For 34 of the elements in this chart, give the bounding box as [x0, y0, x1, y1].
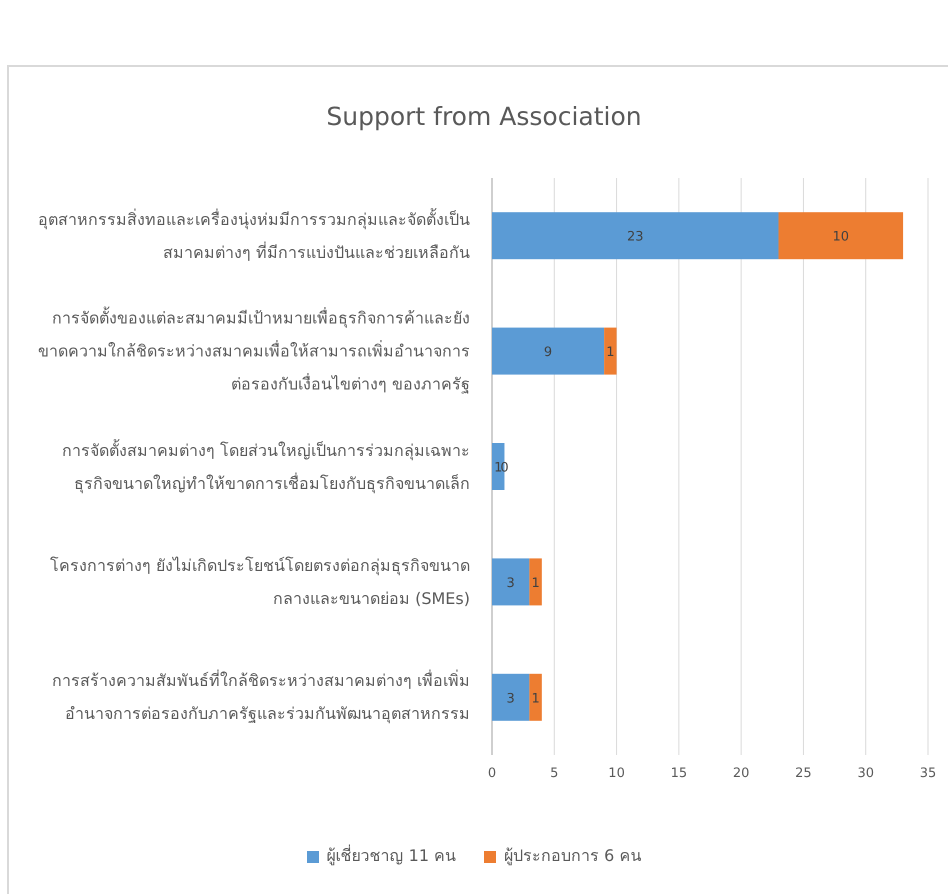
y-tick-label: การจัดตั้งของแต่ละสมาคมมีเป้าหมายเพื่อธุรกิจการค้าและยังขาดความใกล้ชิดระหว่างสมาคมเพื่อให้สามารถเพิ่มอำนาจการต่อรองกับเงื่อนไขต่างๆ ของภาครัฐ: [37, 306, 470, 396]
data-label: 9: [544, 345, 552, 360]
bar: [529, 674, 542, 721]
bar: [778, 212, 904, 260]
bar: [492, 328, 604, 375]
y-tick-label: การสร้างความสัมพันธ์ที่ใกล้ชิดระหว่างสมาคมต่างๆ เพื่อเพิ่มอำนาจการต่อรองกับภาครัฐและร่วมกันพัฒนาอุตสาหกรรม: [50, 668, 470, 726]
legend-label: ผู้เชี่ยวชาญ 11 คน: [326, 846, 456, 865]
data-label: 23: [626, 230, 644, 245]
x-tick-label: 15: [670, 766, 688, 781]
y-tick-label: การจัดตั้งสมาคมต่างๆ โดยส่วนใหญ่เป็นการร่วมกลุ่มเฉพาะธุรกิจขนาดใหญ่ทำให้ขาดการเชื่อมโยงกับธุรกิจขนาดเล็ก: [60, 438, 470, 496]
bar: [492, 558, 530, 606]
legend-label: ผู้ประกอบการ 6 คน: [504, 846, 642, 865]
x-tick-label: 10: [608, 766, 625, 781]
x-tick-label: 0: [488, 766, 496, 781]
data-label: 10: [832, 230, 850, 245]
x-tick-label: 35: [920, 766, 936, 781]
data-label: 0: [500, 460, 509, 476]
y-tick-label: อุตสาหกรรมสิ่งทอและเครื่องนุ่งห่มมีการรวมกลุ่มและจัดตั้งเป็นสมาคมต่างๆ ที่มีการแบ่งปันและช่วยเหลือกัน: [37, 207, 470, 264]
data-label: 1: [531, 691, 540, 706]
data-label: 1: [531, 576, 540, 591]
bar: [492, 674, 530, 721]
bar: [529, 558, 542, 606]
data-label: 1: [606, 345, 614, 360]
data-label: 3: [506, 691, 515, 706]
x-tick-label: 30: [857, 766, 874, 781]
data-label: 1: [494, 460, 502, 476]
bar: [604, 328, 617, 375]
data-label: 3: [506, 576, 515, 591]
x-tick-label: 25: [795, 766, 812, 781]
chart-title: Support from Association: [326, 102, 642, 131]
bar: [492, 212, 779, 260]
x-tick-label: 20: [732, 766, 750, 781]
y-tick-label: โครงการต่างๆ ยังไม่เกิดประโยชน์โดยตรงต่อกลุ่มธุรกิจขนาดกลางและขนาดย่อม (SMEs): [48, 554, 470, 610]
x-tick-label: 5: [550, 766, 558, 781]
